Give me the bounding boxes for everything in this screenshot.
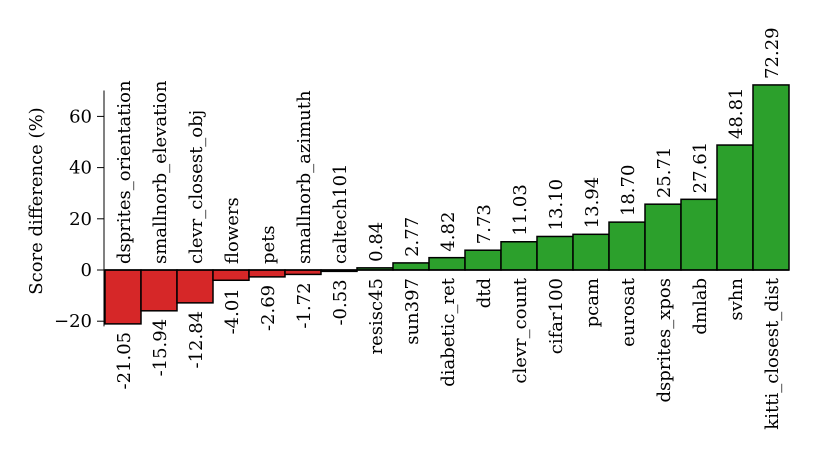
bar-smallnorb-elevation — [140, 269, 178, 312]
labels-group: dsprites_orientation -21.05 smallnorb_elev… — [114, 27, 783, 429]
value-label: 25.71 — [654, 147, 675, 199]
value-label: -0.53 — [330, 279, 351, 325]
category-label: dmlab — [690, 278, 711, 335]
y-tick-label: −20 — [54, 311, 92, 332]
bar-clevr-count — [500, 241, 538, 271]
value-label: 27.61 — [690, 142, 711, 194]
category-label: svhn — [726, 278, 747, 321]
bar-dtd — [464, 249, 502, 271]
y-tick-label: 60 — [69, 106, 92, 127]
value-label: -15.94 — [150, 319, 171, 377]
value-label: -4.01 — [222, 288, 243, 334]
bar-sun397 — [392, 262, 430, 271]
bar-dsprites-orientation — [104, 269, 142, 325]
value-label: 18.70 — [618, 165, 639, 217]
category-label: smallnorb_azimuth — [294, 90, 315, 264]
value-label: 13.94 — [582, 177, 603, 229]
value-label: -1.72 — [294, 282, 315, 328]
y-tick-label: 0 — [81, 260, 92, 281]
value-label: -12.84 — [186, 311, 207, 369]
y-tick-label: 40 — [69, 158, 92, 179]
bar-dsprites-xpos — [644, 203, 682, 271]
value-label: -2.69 — [258, 285, 279, 331]
y-tick-label: 20 — [69, 209, 92, 230]
bar-kitti-closest-dist — [752, 84, 790, 271]
category-label: dtd — [474, 278, 495, 308]
y-axis-label: Score difference (%) — [26, 107, 47, 294]
bar-pcam — [572, 233, 610, 271]
category-label: kitti_closest_dist — [762, 277, 783, 429]
bar-clevr-closest-obj — [176, 269, 214, 304]
category-label: pcam — [582, 278, 603, 327]
category-label: dsprites_orientation — [114, 80, 135, 264]
category-label: dsprites_xpos — [654, 278, 675, 403]
category-label: resisc45 — [366, 278, 387, 354]
bar-cifar100 — [536, 235, 574, 271]
category-label: flowers — [222, 197, 243, 264]
bar-svhn — [716, 144, 754, 271]
category-label: cifar100 — [546, 278, 567, 354]
value-label: 48.81 — [726, 88, 747, 140]
category-label: clevr_count — [510, 277, 531, 383]
bar-dmlab — [680, 198, 718, 271]
value-label: -21.05 — [114, 332, 135, 390]
category-label: clevr_closest_obj — [186, 110, 207, 264]
bars-group — [104, 84, 790, 325]
value-label: 7.73 — [474, 204, 495, 244]
bar-pets — [248, 269, 286, 278]
category-label: pets — [258, 225, 279, 264]
value-label: 11.03 — [510, 184, 531, 236]
bar-flowers — [212, 269, 250, 282]
value-label: 2.77 — [402, 217, 423, 257]
category-label: diabetic_ret — [438, 277, 459, 387]
value-label: 72.29 — [762, 27, 783, 79]
value-label: 13.10 — [546, 179, 567, 231]
y-axis: −20 0 20 40 60 — [54, 90, 105, 332]
value-label: 0.84 — [366, 222, 387, 262]
category-label: smallnorb_elevation — [150, 80, 171, 264]
bar-eurosat — [608, 221, 646, 271]
bar-diabetic-ret — [428, 256, 466, 271]
value-label: 4.82 — [438, 212, 459, 252]
category-label: sun397 — [402, 278, 423, 345]
category-label: eurosat — [618, 277, 639, 347]
category-label: caltech101 — [330, 164, 351, 265]
